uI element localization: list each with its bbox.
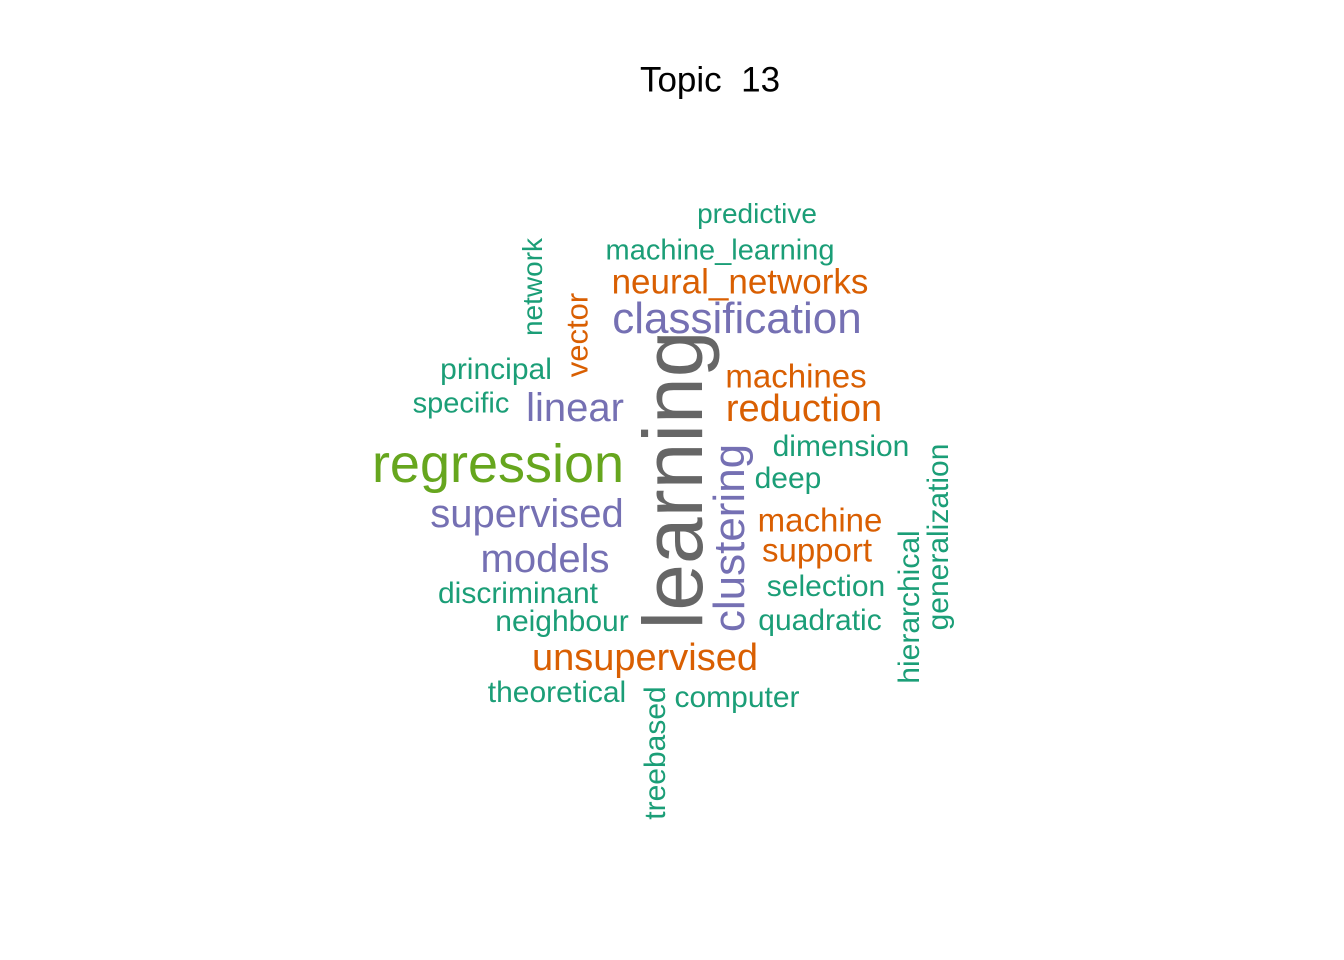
word-linear: linear: [526, 386, 624, 430]
word-neighbour: neighbour: [495, 605, 629, 638]
word-neural-networks: neural_networks: [611, 262, 869, 302]
word-supervised: supervised: [430, 492, 624, 536]
word-principal: principal: [440, 353, 552, 386]
word-theoretical: theoretical: [487, 676, 627, 709]
word-predictive: predictive: [697, 198, 817, 229]
word-classification: classification: [612, 294, 862, 343]
word-dimension: dimension: [772, 430, 910, 463]
word-machine-learning: machine_learning: [605, 234, 835, 267]
word-discriminant: discriminant: [437, 577, 599, 610]
word-computer: computer: [674, 681, 800, 714]
word-network: network: [517, 237, 548, 337]
word-specific: specific: [412, 387, 510, 420]
word-models: models: [480, 537, 610, 581]
word-selection: selection: [766, 570, 886, 603]
word-support: support: [761, 531, 873, 569]
word-generalization: generalization: [922, 443, 955, 631]
word-hierarchical: hierarchical: [893, 530, 926, 684]
word-regression: regression: [371, 434, 625, 494]
page-title: Topic 13: [639, 60, 781, 100]
word-vector: vector: [559, 292, 595, 378]
word-deep: deep: [754, 462, 822, 495]
word-quadratic: quadratic: [758, 604, 882, 637]
word-reduction: reduction: [725, 388, 883, 430]
word-clustering: clustering: [705, 443, 754, 633]
word-learning: learning: [626, 330, 720, 630]
word-treebased: treebased: [639, 686, 672, 820]
word-machines: machines: [725, 357, 867, 395]
word-unsupervised: unsupervised: [531, 637, 759, 679]
word-machine: machine: [757, 501, 883, 539]
